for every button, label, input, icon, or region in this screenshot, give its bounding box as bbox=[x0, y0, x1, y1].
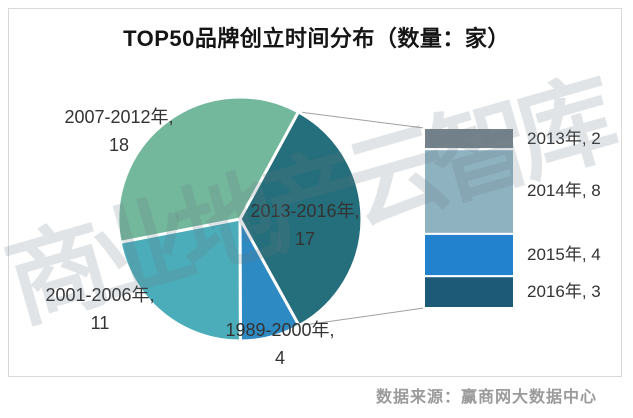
pie-slice-2001-2006年 bbox=[118, 217, 242, 343]
pie-label-2007-2012: 2007-2012年, 18 bbox=[34, 103, 204, 159]
connector-line-bottom bbox=[299, 307, 425, 327]
pie-label-value: 17 bbox=[294, 229, 316, 249]
data-source: 数据来源：赢商网大数据中心 bbox=[375, 389, 597, 406]
bar-segment-2014年 bbox=[423, 148, 515, 235]
chart-title: TOP50品牌创立时间分布（数量：家） bbox=[123, 26, 510, 51]
bar-label-2013: 2013年, 2 bbox=[527, 129, 601, 148]
bar-segment-2015年 bbox=[423, 232, 515, 278]
pie-label-2001-2006: 2001-2006年, 11 bbox=[15, 281, 185, 337]
pie-label-line1: 1989-2000年, bbox=[225, 320, 335, 340]
bar-segment-2013年 bbox=[423, 127, 515, 151]
pie-label-value: 4 bbox=[274, 348, 285, 368]
bar-label-2014: 2014年, 8 bbox=[527, 181, 601, 200]
pie-label-1989-2000: 1989-2000年, 4 bbox=[195, 316, 365, 372]
pie-label-2013-2016: 2013-2016年, 17 bbox=[220, 197, 390, 253]
pie-label-value: 11 bbox=[90, 313, 110, 333]
pie-slice-2007-2012年 bbox=[116, 95, 300, 244]
pie-label-line1: 2007-2012年, bbox=[64, 107, 174, 127]
bar-label-2015: 2015年, 4 bbox=[527, 245, 601, 264]
pie-label-value: 18 bbox=[108, 135, 130, 155]
pie-label-line1: 2013-2016年, bbox=[250, 201, 360, 221]
pie-label-line1: 2001-2006年, bbox=[45, 285, 155, 305]
bar-segment-2016年 bbox=[423, 275, 515, 310]
chart-frame bbox=[8, 8, 622, 377]
bar-label-2016: 2016年, 3 bbox=[527, 282, 601, 301]
connector-line-top bbox=[298, 111, 425, 129]
